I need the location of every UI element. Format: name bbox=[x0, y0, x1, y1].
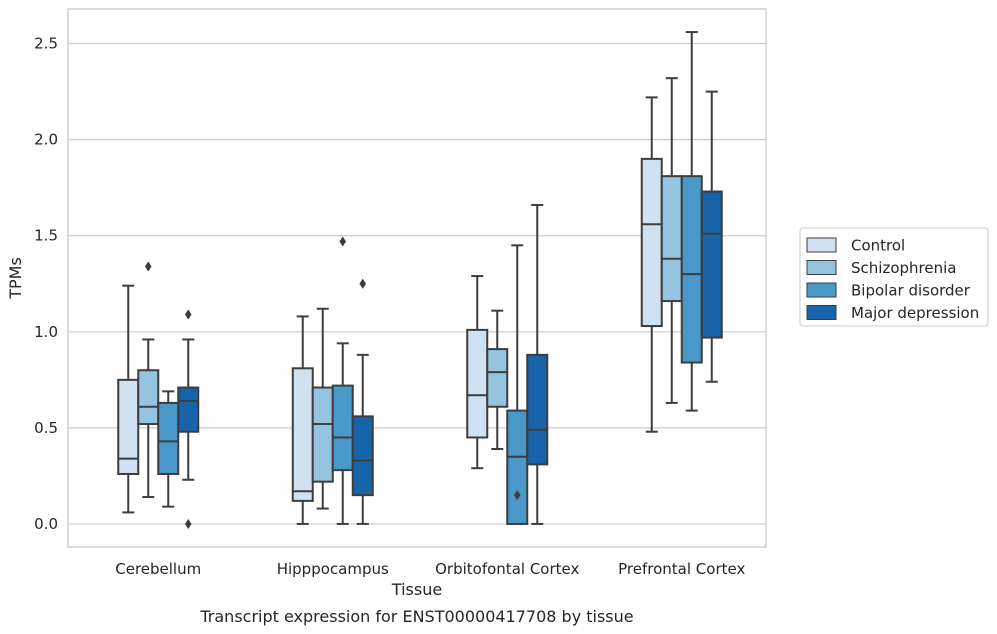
box-iqr bbox=[331, 384, 354, 472]
box-iqr bbox=[640, 157, 663, 328]
x-tick-label: Orbitofontal Cortex bbox=[435, 560, 579, 578]
legend-swatch bbox=[806, 282, 837, 298]
outlier-point bbox=[359, 278, 367, 289]
x-axis-label: Tissue bbox=[391, 580, 442, 599]
box-iqr bbox=[177, 386, 200, 433]
outlier-point bbox=[513, 490, 521, 501]
legend-swatch bbox=[806, 237, 837, 253]
box-3-2 bbox=[680, 31, 703, 412]
outlier-point bbox=[184, 309, 192, 320]
box-3-3 bbox=[700, 90, 723, 383]
box-iqr bbox=[311, 386, 334, 483]
x-tick-label: Cerebellum bbox=[115, 560, 201, 578]
box-iqr bbox=[660, 175, 683, 303]
x-tick-label: Hipppocampus bbox=[277, 560, 389, 578]
y-tick-label: 2.5 bbox=[34, 35, 58, 53]
y-tick-label: 2.0 bbox=[34, 131, 58, 149]
plot-frame bbox=[67, 8, 767, 548]
box-0-1 bbox=[137, 261, 160, 499]
box-0-3 bbox=[177, 309, 200, 529]
y-tick-label: 1.5 bbox=[34, 227, 58, 245]
box-2-3 bbox=[526, 203, 549, 525]
box-2-2 bbox=[506, 244, 529, 525]
box-iqr bbox=[506, 409, 529, 525]
box-iqr bbox=[486, 348, 509, 408]
y-tick-label: 1.0 bbox=[34, 323, 58, 341]
box-iqr bbox=[291, 367, 314, 502]
box-iqr bbox=[466, 328, 489, 439]
box-1-3 bbox=[351, 278, 374, 525]
legend-swatch bbox=[806, 260, 837, 275]
legend-label: Schizophrenia bbox=[851, 259, 956, 277]
legend-label: Major depression bbox=[851, 304, 979, 322]
x-tick-label: Prefrontal Cortex bbox=[618, 560, 745, 578]
box-3-1 bbox=[660, 77, 683, 404]
box-iqr bbox=[700, 190, 723, 339]
y-axis-ticks: 0.0 0.5 1.0 1.5 2.0 2.5 bbox=[34, 35, 58, 533]
box-iqr bbox=[117, 378, 140, 475]
box-series bbox=[117, 31, 723, 529]
box-3-0 bbox=[640, 96, 663, 433]
box-1-0 bbox=[291, 315, 314, 525]
box-2-0 bbox=[466, 275, 489, 470]
legend: Control Schizophrenia Bipolar disorder Majo… bbox=[799, 227, 989, 327]
y-tick-label: 0.5 bbox=[34, 419, 58, 437]
box-0-2 bbox=[157, 390, 180, 508]
box-iqr bbox=[137, 369, 160, 426]
chart-caption: Transcript expression for ENST0000041770… bbox=[199, 607, 633, 626]
legend-label: Control bbox=[851, 237, 905, 255]
x-axis-ticks: Cerebellum Hipppocampus Orbitofontal Corte… bbox=[115, 560, 745, 578]
y-tick-label: 0.0 bbox=[34, 515, 58, 533]
outlier-point bbox=[339, 236, 347, 247]
box-1-2 bbox=[331, 236, 354, 525]
outlier-point bbox=[144, 261, 152, 272]
box-2-1 bbox=[486, 309, 509, 451]
legend-label: Bipolar disorder bbox=[851, 282, 971, 300]
box-1-1 bbox=[311, 307, 334, 510]
outlier-point bbox=[184, 518, 192, 529]
y-axis-label: TPMs bbox=[6, 257, 25, 300]
box-iqr bbox=[680, 175, 703, 364]
box-0-0 bbox=[117, 284, 140, 514]
box-iqr bbox=[526, 353, 549, 466]
box-iqr bbox=[351, 415, 374, 497]
box-iqr bbox=[157, 401, 180, 475]
legend-swatch bbox=[806, 305, 837, 320]
legend-frame bbox=[799, 227, 989, 327]
